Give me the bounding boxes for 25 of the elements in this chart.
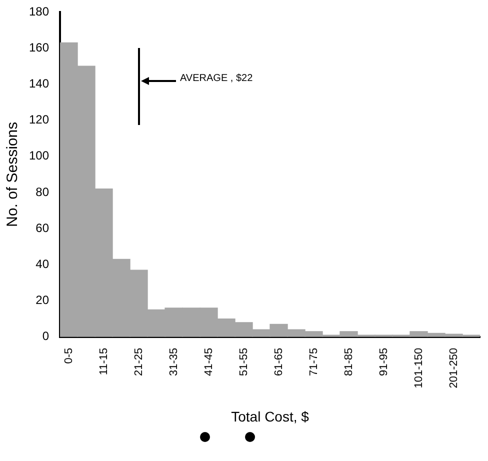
y-tick-label: 180	[28, 4, 50, 18]
y-tick-label: 20	[36, 293, 50, 308]
x-tick-label: 71-75	[308, 348, 320, 376]
x-tick-label: 51-55	[238, 348, 250, 376]
x-tick-label: 11-15	[98, 348, 110, 376]
x-axis-title: Total Cost, $	[231, 408, 310, 424]
annotation: AVERAGE , $22	[180, 73, 253, 84]
y-tick-label: 60	[36, 220, 50, 235]
x-tick-label: 21-25	[132, 348, 145, 376]
y-tick-label: 80	[36, 184, 50, 199]
y-axis-title: No. of Sessions	[4, 122, 22, 227]
y-tick-label: 40	[36, 256, 50, 271]
y-tick-label: 0	[42, 329, 50, 344]
x-tick-label: 91-95	[378, 348, 390, 376]
y-tick-label: 120	[28, 112, 50, 127]
x-tick-label: 81-85	[342, 348, 355, 376]
x-tick-label: 0-5	[62, 348, 75, 364]
y-tick-label: 100	[28, 148, 50, 163]
y-tick-label: 140	[28, 76, 50, 90]
y-tick-label: 160	[28, 40, 50, 54]
x-tick-label: 101-150	[412, 348, 425, 388]
x-tick-label: 41-45	[202, 348, 215, 376]
x-tick-label: 201-250	[448, 348, 460, 388]
x-tick-label: 31-35	[168, 348, 180, 376]
x-tick-label: 61-65	[272, 348, 285, 376]
